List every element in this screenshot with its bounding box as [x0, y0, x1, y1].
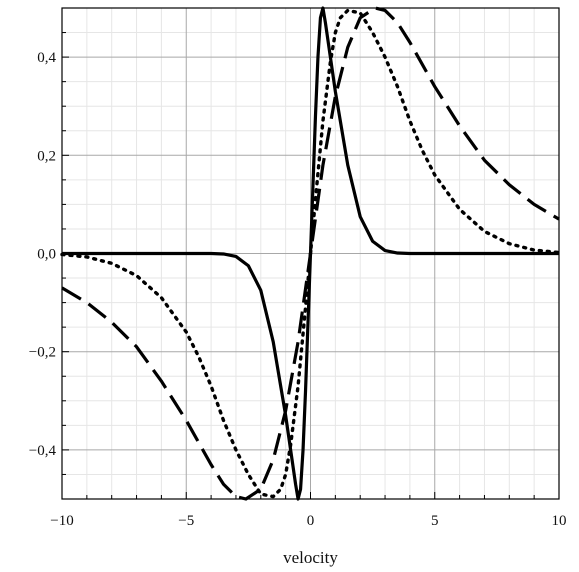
y-tick-label: 0,2 — [37, 148, 56, 164]
y-tick-label: −0,2 — [29, 345, 56, 361]
x-axis-label: velocity — [283, 548, 338, 567]
y-tick-label: 0,4 — [37, 50, 56, 66]
y-tick-label: −0,4 — [29, 443, 57, 459]
x-tick-label: 10 — [552, 513, 567, 529]
tick-labels: −10 −5 0 5 10 −0,4 −0,2 0,0 0,2 0,4 — [29, 50, 567, 529]
series-line-dashed — [61, 6, 560, 501]
x-tick-label: 0 — [307, 513, 315, 529]
x-tick-label: −5 — [178, 513, 194, 529]
y-tick-label: 0,0 — [37, 247, 56, 263]
ticks — [61, 7, 560, 500]
x-tick-label: 5 — [431, 513, 439, 529]
series-group — [60, 6, 561, 501]
x-tick-label: −10 — [50, 513, 73, 529]
